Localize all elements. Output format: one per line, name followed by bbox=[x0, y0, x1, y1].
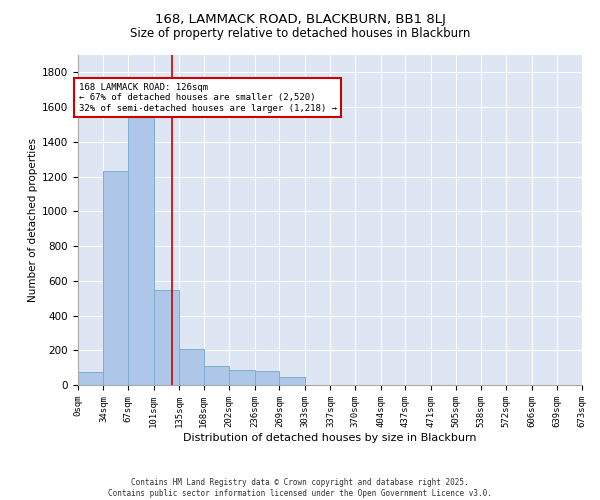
X-axis label: Distribution of detached houses by size in Blackburn: Distribution of detached houses by size … bbox=[183, 432, 477, 442]
Bar bbox=[179, 350, 204, 385]
Bar bbox=[229, 370, 255, 385]
Bar bbox=[128, 109, 154, 385]
Text: 168 LAMMACK ROAD: 126sqm
← 67% of detached houses are smaller (2,520)
32% of sem: 168 LAMMACK ROAD: 126sqm ← 67% of detach… bbox=[79, 83, 337, 112]
Text: Contains HM Land Registry data © Crown copyright and database right 2025.
Contai: Contains HM Land Registry data © Crown c… bbox=[108, 478, 492, 498]
Text: Size of property relative to detached houses in Blackburn: Size of property relative to detached ho… bbox=[130, 28, 470, 40]
Bar bbox=[280, 377, 305, 385]
Y-axis label: Number of detached properties: Number of detached properties bbox=[28, 138, 38, 302]
Bar bbox=[154, 290, 179, 385]
Bar bbox=[78, 372, 103, 385]
Bar bbox=[103, 172, 128, 385]
Bar bbox=[204, 366, 229, 385]
Text: 168, LAMMACK ROAD, BLACKBURN, BB1 8LJ: 168, LAMMACK ROAD, BLACKBURN, BB1 8LJ bbox=[155, 12, 445, 26]
Bar bbox=[255, 371, 280, 385]
